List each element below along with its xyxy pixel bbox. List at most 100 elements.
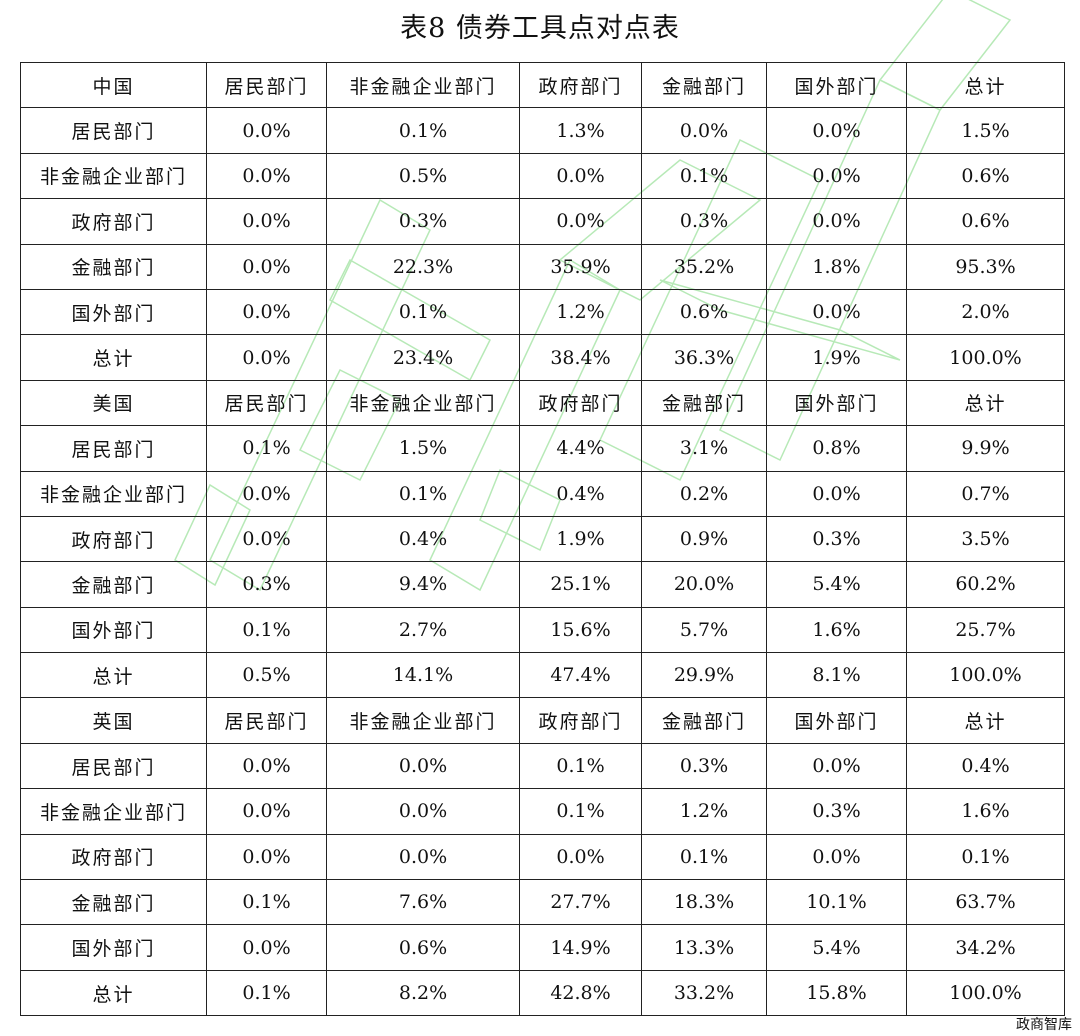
table-cell: 14.9%	[519, 924, 642, 971]
table-cell: 10.1%	[766, 879, 907, 926]
table-cell: 0.8%	[766, 425, 907, 472]
table-cell: 0.0%	[519, 198, 642, 245]
table-cell: 3.1%	[641, 425, 767, 472]
row-label: 总计	[20, 652, 207, 699]
column-header: 总计	[906, 61, 1065, 109]
row-label: 金融部门	[20, 879, 207, 926]
table-cell: 95.3%	[906, 243, 1065, 290]
table-row: 国外部门 0.0% 0.6% 14.9% 13.3% 5.4% 34.2%	[20, 924, 1065, 971]
column-header: 非金融企业部门	[326, 61, 520, 109]
row-label: 非金融企业部门	[20, 470, 207, 517]
table-cell: 35.9%	[519, 243, 642, 290]
table-cell: 100.0%	[906, 652, 1065, 699]
table-cell: 25.7%	[906, 606, 1065, 654]
table-cell: 0.0%	[206, 288, 327, 336]
table-cell: 0.3%	[641, 198, 767, 245]
table-cell: 2.7%	[326, 606, 520, 654]
table-row: 居民部门 0.0% 0.0% 0.1% 0.3% 0.0% 0.4%	[20, 742, 1065, 790]
table-cell: 100.0%	[906, 334, 1065, 381]
table-cell: 22.3%	[326, 243, 520, 290]
table-cell: 100.0%	[906, 969, 1065, 1017]
table-cell: 63.7%	[906, 879, 1065, 926]
table-cell: 5.7%	[641, 606, 767, 654]
table-cell: 15.6%	[519, 606, 642, 654]
table-cell: 0.7%	[906, 470, 1065, 517]
table-row: 居民部门 0.1% 1.5% 4.4% 3.1% 0.8% 9.9%	[20, 425, 1065, 472]
table-cell: 2.0%	[906, 288, 1065, 336]
table-cell: 38.4%	[519, 334, 642, 381]
table-cell: 13.3%	[641, 924, 767, 971]
table-cell: 0.6%	[641, 288, 767, 336]
table-cell: 0.0%	[206, 334, 327, 381]
column-header: 国外部门	[766, 379, 907, 427]
row-label: 居民部门	[20, 742, 207, 790]
row-label: 金融部门	[20, 243, 207, 290]
column-header: 国外部门	[766, 697, 907, 744]
table-cell: 1.8%	[766, 243, 907, 290]
table-cell: 0.0%	[766, 833, 907, 881]
table-cell: 0.0%	[766, 288, 907, 336]
table-cell: 0.1%	[206, 879, 327, 926]
row-label: 政府部门	[20, 198, 207, 245]
row-label: 国外部门	[20, 924, 207, 971]
column-header: 金融部门	[641, 697, 767, 744]
table-row: 总计 0.5% 14.1% 47.4% 29.9% 8.1% 100.0%	[20, 652, 1065, 699]
table-cell: 36.3%	[641, 334, 767, 381]
table-cell: 27.7%	[519, 879, 642, 926]
table-cell: 0.5%	[326, 152, 520, 200]
table-cell: 0.1%	[519, 788, 642, 835]
table-row: 金融部门 0.0% 22.3% 35.9% 35.2% 1.8% 95.3%	[20, 243, 1065, 290]
table-cell: 35.2%	[641, 243, 767, 290]
table-cell: 0.6%	[326, 924, 520, 971]
table-cell: 20.0%	[641, 561, 767, 608]
section-header-row: 美国 居民部门 非金融企业部门 政府部门 金融部门 国外部门 总计	[20, 379, 1065, 427]
table-cell: 0.1%	[206, 425, 327, 472]
row-label: 政府部门	[20, 833, 207, 881]
table-cell: 0.0%	[206, 833, 327, 881]
table-cell: 0.0%	[766, 742, 907, 790]
table-row: 非金融企业部门 0.0% 0.0% 0.1% 1.2% 0.3% 1.6%	[20, 788, 1065, 835]
table-row: 政府部门 0.0% 0.3% 0.0% 0.3% 0.0% 0.6%	[20, 198, 1065, 245]
table-cell: 14.1%	[326, 652, 520, 699]
footer-mark: 政商智库	[1016, 1017, 1072, 1033]
table-cell: 0.1%	[326, 470, 520, 517]
table-cell: 0.0%	[326, 742, 520, 790]
table-cell: 1.5%	[326, 425, 520, 472]
table-cell: 0.0%	[206, 198, 327, 245]
table-cell: 0.0%	[206, 470, 327, 517]
row-label: 金融部门	[20, 561, 207, 608]
table-cell: 34.2%	[906, 924, 1065, 971]
table-cell: 29.9%	[641, 652, 767, 699]
table-cell: 25.1%	[519, 561, 642, 608]
table-cell: 0.1%	[206, 969, 327, 1017]
table-cell: 42.8%	[519, 969, 642, 1017]
column-header: 居民部门	[206, 61, 327, 109]
table-cell: 0.0%	[519, 833, 642, 881]
table-row: 非金融企业部门 0.0% 0.1% 0.4% 0.2% 0.0% 0.7%	[20, 470, 1065, 517]
column-header: 居民部门	[206, 697, 327, 744]
table-cell: 0.0%	[766, 152, 907, 200]
row-label: 国外部门	[20, 288, 207, 336]
table-cell: 0.1%	[906, 833, 1065, 881]
table-cell: 0.0%	[206, 788, 327, 835]
table-row: 政府部门 0.0% 0.0% 0.0% 0.1% 0.0% 0.1%	[20, 833, 1065, 881]
table-row: 国外部门 0.0% 0.1% 1.2% 0.6% 0.0% 2.0%	[20, 288, 1065, 336]
section-header-row: 英国 居民部门 非金融企业部门 政府部门 金融部门 国外部门 总计	[20, 697, 1065, 744]
table-cell: 0.1%	[326, 288, 520, 336]
table-row: 政府部门 0.0% 0.4% 1.9% 0.9% 0.3% 3.5%	[20, 515, 1065, 563]
column-header: 非金融企业部门	[326, 379, 520, 427]
country-label: 英国	[20, 697, 207, 744]
column-header: 金融部门	[641, 379, 767, 427]
column-header: 政府部门	[519, 61, 642, 109]
column-header: 政府部门	[519, 697, 642, 744]
table-cell: 0.0%	[326, 788, 520, 835]
table-cell: 0.5%	[206, 652, 327, 699]
table-cell: 0.3%	[206, 561, 327, 608]
table-cell: 33.2%	[641, 969, 767, 1017]
table-cell: 0.4%	[906, 742, 1065, 790]
row-label: 居民部门	[20, 107, 207, 154]
table-cell: 8.1%	[766, 652, 907, 699]
table-cell: 0.3%	[766, 515, 907, 563]
row-label: 非金融企业部门	[20, 788, 207, 835]
table-cell: 1.6%	[906, 788, 1065, 835]
